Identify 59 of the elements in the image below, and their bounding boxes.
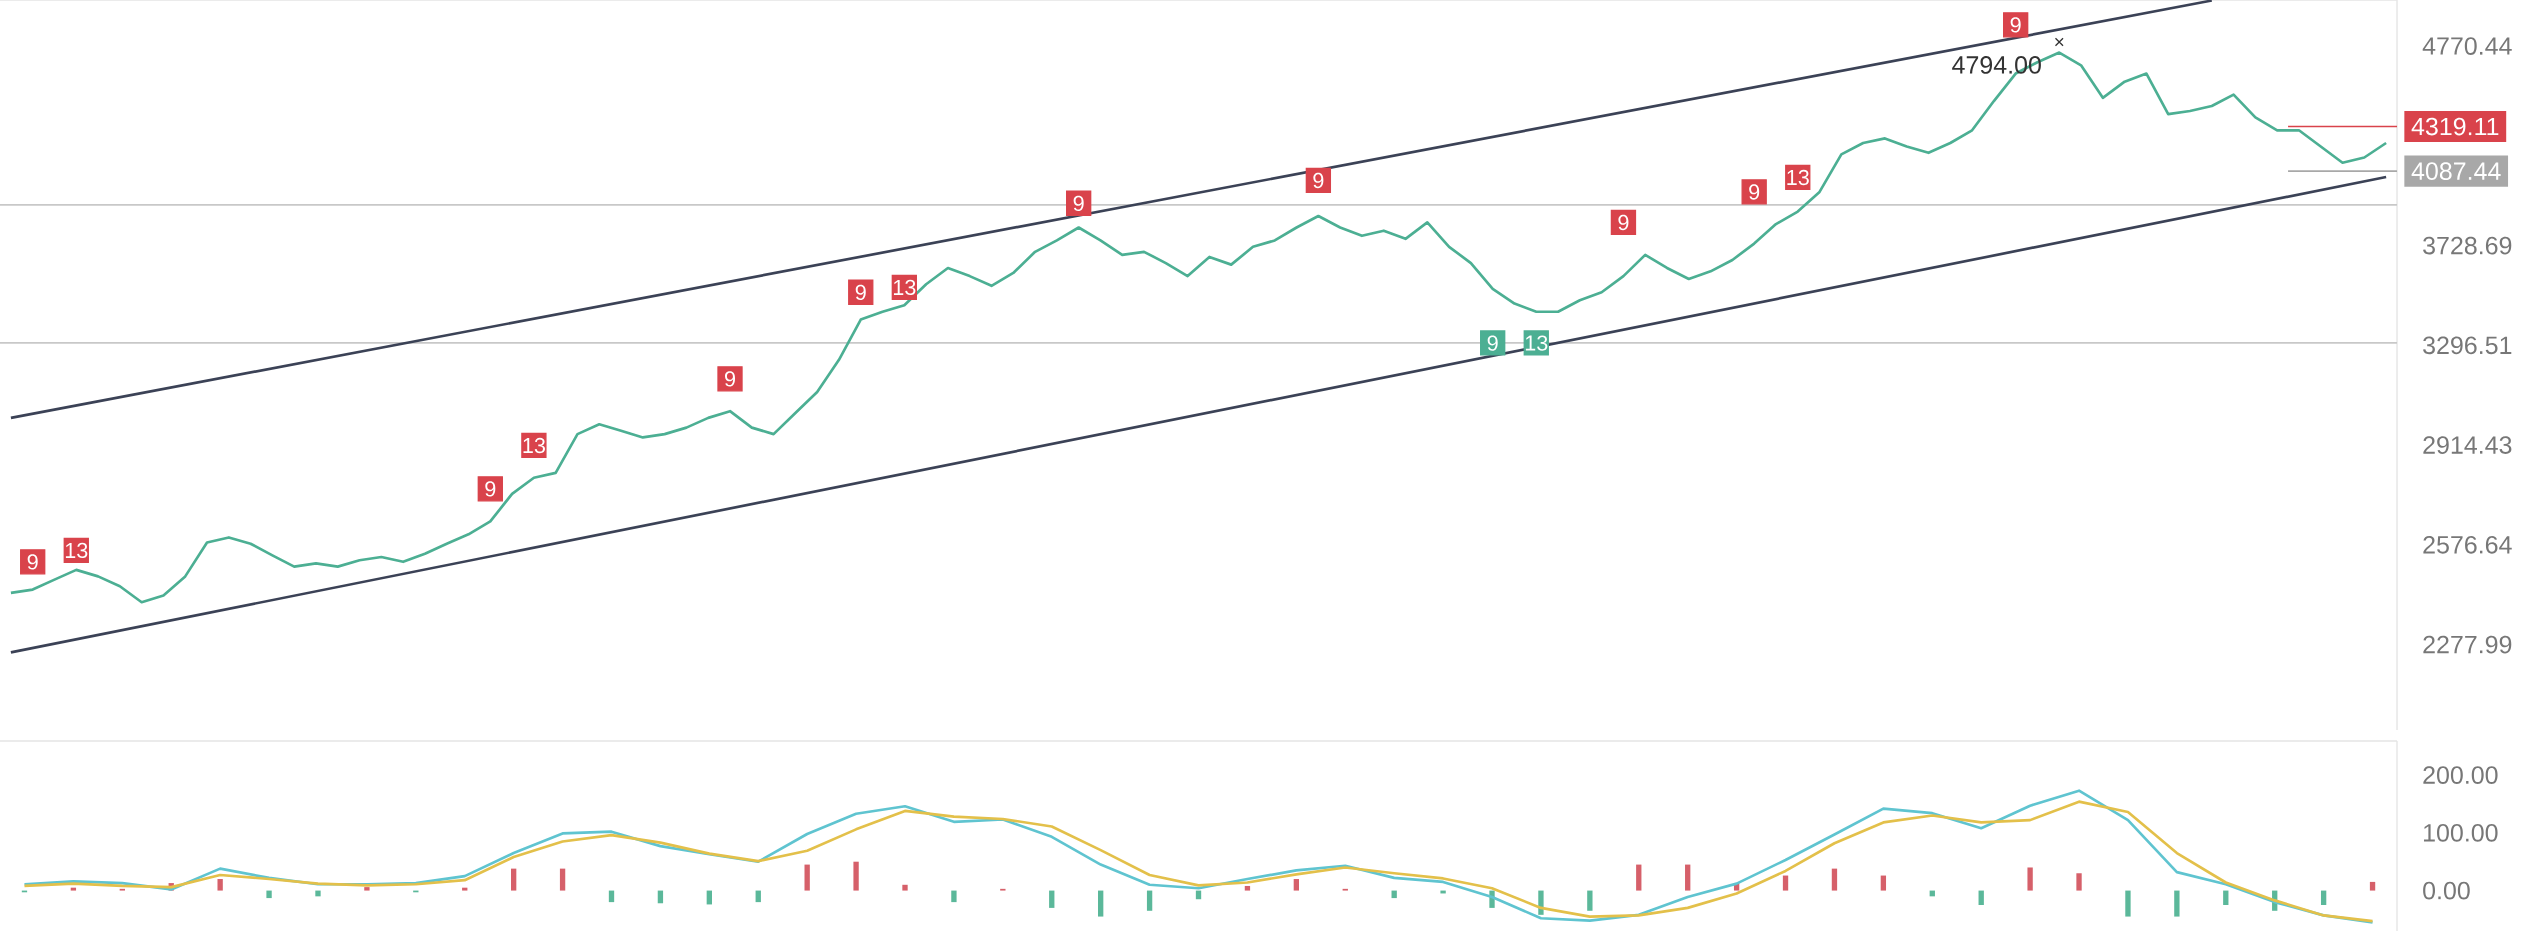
point: [2054, 37, 2064, 47]
annotation: 9: [855, 284, 866, 300]
bar: [2076, 873, 2082, 891]
annotation: 13: [1787, 169, 1809, 186]
annotation: 13: [1525, 335, 1548, 351]
bar: [266, 890, 272, 899]
bar: [2027, 867, 2033, 891]
bar: [511, 868, 517, 891]
bar: [1782, 875, 1789, 891]
bar: [2369, 881, 2376, 891]
bar: [1098, 890, 1104, 917]
bar: [2174, 890, 2180, 917]
annotation: 9: [1073, 195, 1084, 212]
y-tick-label: 100.00: [2424, 823, 2498, 842]
bar: [2125, 890, 2131, 917]
bar: [2223, 890, 2229, 906]
bar: [315, 890, 321, 897]
bar: [364, 887, 370, 891]
annotation: 9: [27, 554, 38, 570]
annotation: 13: [523, 437, 545, 454]
annotation: 9: [1749, 184, 1760, 200]
bar: [853, 861, 859, 891]
bar: [1978, 890, 1984, 906]
bar: [1831, 868, 1838, 891]
y-tick-label: 4770.44: [2422, 37, 2512, 55]
bar: [2320, 890, 2327, 906]
bar: [804, 864, 810, 891]
bar: [1685, 864, 1691, 891]
annotation: 9: [1313, 172, 1324, 189]
line-series: [9, 51, 2388, 604]
bar: [1244, 885, 1251, 891]
bar: [217, 879, 223, 891]
y-tick-label: 2576.64: [2423, 535, 2512, 554]
bar: [951, 890, 957, 903]
bar: [70, 887, 77, 891]
bar: [1880, 875, 1887, 891]
bar: [1146, 890, 1153, 911]
annotation: 9: [1618, 214, 1629, 231]
annotation: 9: [724, 371, 736, 387]
ref-line-label: 4087.44: [2411, 162, 2501, 181]
bar: [1636, 864, 1642, 891]
annotation: 13: [65, 542, 88, 559]
y-tick-label: 2277.99: [2423, 635, 2512, 654]
bar: [1293, 879, 1300, 891]
annotation: 13: [893, 279, 916, 296]
ref-line-label: 4319.11: [2411, 117, 2499, 136]
y-tick-label: 3296.51: [2423, 336, 2512, 355]
bar: [462, 887, 468, 891]
bar: [1587, 890, 1593, 911]
annotation: 9: [1487, 335, 1498, 351]
y-tick-label: 0.00: [2423, 881, 2470, 900]
bar: [902, 884, 908, 891]
y-tick-label: 200.00: [2423, 766, 2498, 784]
annotation: 9: [2010, 17, 2021, 33]
annotation: 9: [485, 481, 496, 497]
bar: [559, 868, 566, 891]
y-tick-label: 2914.43: [2423, 436, 2512, 454]
bar: [1049, 890, 1055, 908]
y-tick-label: 3728.69: [2423, 236, 2512, 255]
